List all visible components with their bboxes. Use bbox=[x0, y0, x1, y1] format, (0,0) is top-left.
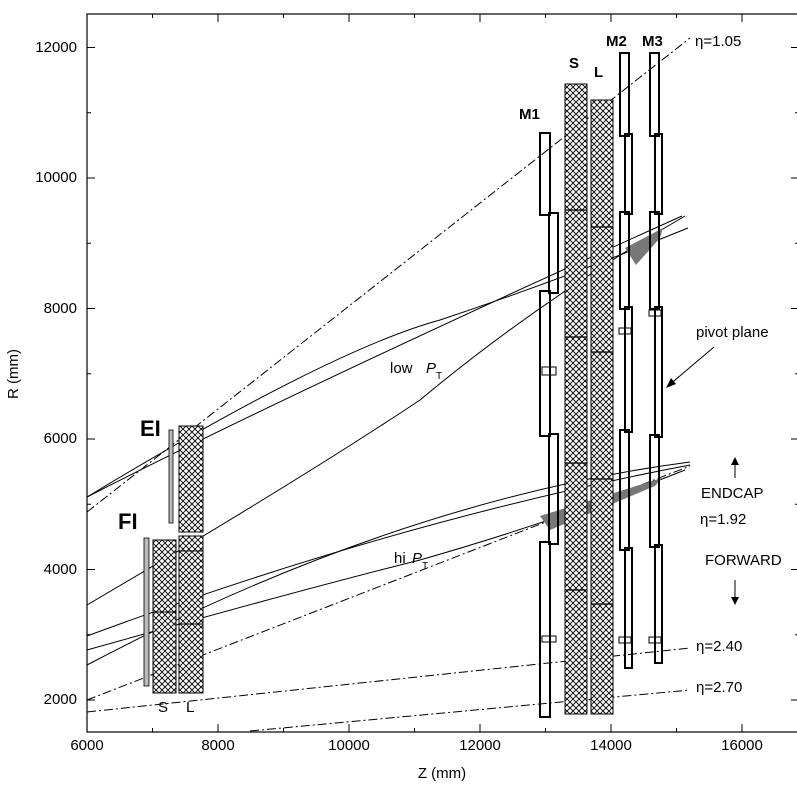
eta-270-line bbox=[249, 689, 691, 732]
x-tick-label: 6000 bbox=[70, 737, 103, 754]
eta-240-line bbox=[86, 647, 691, 713]
low-pt-subscript: T bbox=[436, 371, 442, 382]
ei-chamber bbox=[178, 425, 204, 533]
eta-192-label: η=1.92 bbox=[700, 511, 746, 528]
eta-240-label: η=2.40 bbox=[696, 638, 742, 655]
big-s-label: S bbox=[569, 55, 579, 72]
y-tick-label: 10000 bbox=[35, 169, 77, 186]
y-tick-label: 2000 bbox=[44, 691, 77, 708]
fi-l-chamber bbox=[178, 535, 204, 694]
m2-chamber bbox=[618, 52, 633, 669]
big-l-chamber bbox=[590, 99, 614, 715]
m1-label: M1 bbox=[519, 106, 540, 123]
forward-label: FORWARD bbox=[705, 552, 782, 569]
x-tick-label: 10000 bbox=[328, 737, 370, 754]
hi-pt-symbol: P bbox=[412, 550, 422, 567]
y-tick-labels: 2000 4000 6000 8000 10000 12000 bbox=[35, 39, 77, 708]
forward-arrowhead bbox=[731, 597, 739, 605]
big-s-chamber bbox=[564, 83, 588, 715]
ei-thin-chamber bbox=[168, 429, 174, 524]
pivot-plane-arrowhead bbox=[666, 378, 676, 388]
y-tick-label: 4000 bbox=[44, 561, 77, 578]
coincidence-window-upper bbox=[625, 228, 663, 265]
endcap-arrowhead bbox=[731, 457, 739, 465]
low-pt-word: low bbox=[390, 360, 413, 377]
low-pt-label: low P T bbox=[390, 360, 442, 382]
hi-pt-word: hi bbox=[394, 550, 406, 567]
x-tick-labels: 6000 8000 10000 12000 14000 16000 bbox=[70, 737, 763, 754]
y-axis-title: R (mm) bbox=[5, 349, 22, 399]
plot-frame bbox=[86, 13, 797, 733]
fi-label: FI bbox=[118, 509, 138, 534]
pivot-plane-label: pivot plane bbox=[696, 324, 769, 341]
endcap-label: ENDCAP bbox=[701, 485, 764, 502]
eta-270-label: η=2.70 bbox=[696, 679, 742, 696]
m2-label: M2 bbox=[606, 33, 627, 50]
m3-label: M3 bbox=[642, 33, 663, 50]
m1-chamber bbox=[539, 132, 559, 718]
x-tick-label: 14000 bbox=[590, 737, 632, 754]
y-tick-label: 12000 bbox=[35, 39, 77, 56]
m3-chamber bbox=[648, 52, 663, 664]
pivot-plane-arrow bbox=[667, 346, 715, 387]
low-pt-symbol: P bbox=[426, 360, 436, 377]
x-axis-title: Z (mm) bbox=[418, 765, 466, 782]
hi-pt-subscript: T bbox=[422, 561, 428, 572]
big-wheel-hatched bbox=[564, 83, 614, 715]
hi-pt-label: hi P T bbox=[394, 550, 428, 572]
inner-s-label: S bbox=[158, 699, 168, 716]
ei-label: EI bbox=[140, 416, 161, 441]
big-l-label: L bbox=[594, 64, 603, 81]
x-tick-label: 8000 bbox=[201, 737, 234, 754]
y-tick-label: 8000 bbox=[44, 300, 77, 317]
x-tick-label: 12000 bbox=[459, 737, 501, 754]
eta-105-label: η=1.05 bbox=[695, 33, 741, 50]
y-tick-label: 6000 bbox=[44, 430, 77, 447]
x-tick-label: 16000 bbox=[721, 737, 763, 754]
inner-l-label: L bbox=[186, 699, 194, 716]
axis-ticks bbox=[86, 14, 797, 732]
small-wheel bbox=[143, 425, 204, 694]
fi-thin-chamber bbox=[143, 537, 150, 687]
tgc-doublets bbox=[539, 52, 663, 718]
fi-s-chamber bbox=[152, 539, 177, 694]
